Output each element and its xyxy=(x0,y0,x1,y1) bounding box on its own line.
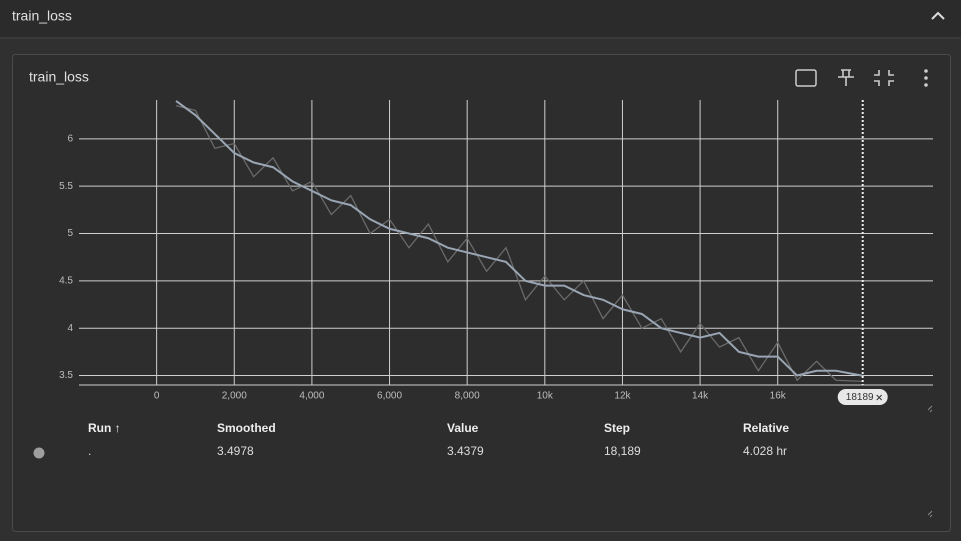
table-cell: 3.4978 xyxy=(217,444,254,458)
y-tick-label: 5.5 xyxy=(59,181,73,192)
column-header: Smoothed xyxy=(217,421,276,435)
fit-button[interactable] xyxy=(795,69,817,87)
run-color[interactable] xyxy=(33,447,45,459)
header-bar xyxy=(0,0,961,38)
table-cell: 3.4379 xyxy=(447,444,484,458)
menu-button[interactable] xyxy=(924,69,928,87)
column-header: Value xyxy=(447,421,479,435)
chart: 3.5 4 4.5 5 5.5 6 0 2,000 4,000 6,000 8,000 10k 12k 1… xyxy=(59,100,933,405)
series-line xyxy=(175,105,863,383)
x-tick-label: 4,000 xyxy=(299,391,324,402)
cursor-badge xyxy=(837,389,888,405)
table-cell: . xyxy=(88,444,91,458)
shrink-button[interactable] xyxy=(874,70,894,86)
header-title: train_loss xyxy=(12,8,72,24)
pin-button[interactable] xyxy=(838,69,854,86)
cursor-close xyxy=(876,394,883,401)
table-cell: 18,189 xyxy=(604,444,641,458)
column-header: Run ↑ xyxy=(88,421,121,435)
x-tick-label: 6,000 xyxy=(377,391,402,402)
card xyxy=(12,54,951,532)
table-cell: 4.028 hr xyxy=(743,444,787,458)
resize-handle xyxy=(927,510,933,518)
x-tick-label: 0 xyxy=(154,391,160,402)
y-tick-label: 6 xyxy=(67,133,73,144)
x-tick-label: 10k xyxy=(537,391,554,402)
resize-handle xyxy=(927,405,933,413)
x-tick-label: 14k xyxy=(692,391,709,402)
x-tick-label: 8,000 xyxy=(455,391,480,402)
x-tick-label: 12k xyxy=(614,391,631,402)
x-tick-label: 16k xyxy=(770,391,787,402)
card-title: train_loss xyxy=(29,69,89,85)
run-table: Run ↑ Smoothed Value Step Relative. 3.4978 3.4… xyxy=(88,421,789,458)
y-tick-label: 4.5 xyxy=(59,275,73,286)
y-tick-label: 5 xyxy=(67,228,73,239)
column-header: Relative xyxy=(743,421,789,435)
y-tick-label: 3.5 xyxy=(59,370,73,381)
collapse-button[interactable] xyxy=(931,11,945,20)
y-tick-label: 4 xyxy=(67,323,73,334)
x-tick-label: 2,000 xyxy=(222,391,247,402)
column-header: Step xyxy=(604,421,630,435)
series-line xyxy=(175,100,863,377)
cursor-label: 18189 xyxy=(846,392,874,403)
